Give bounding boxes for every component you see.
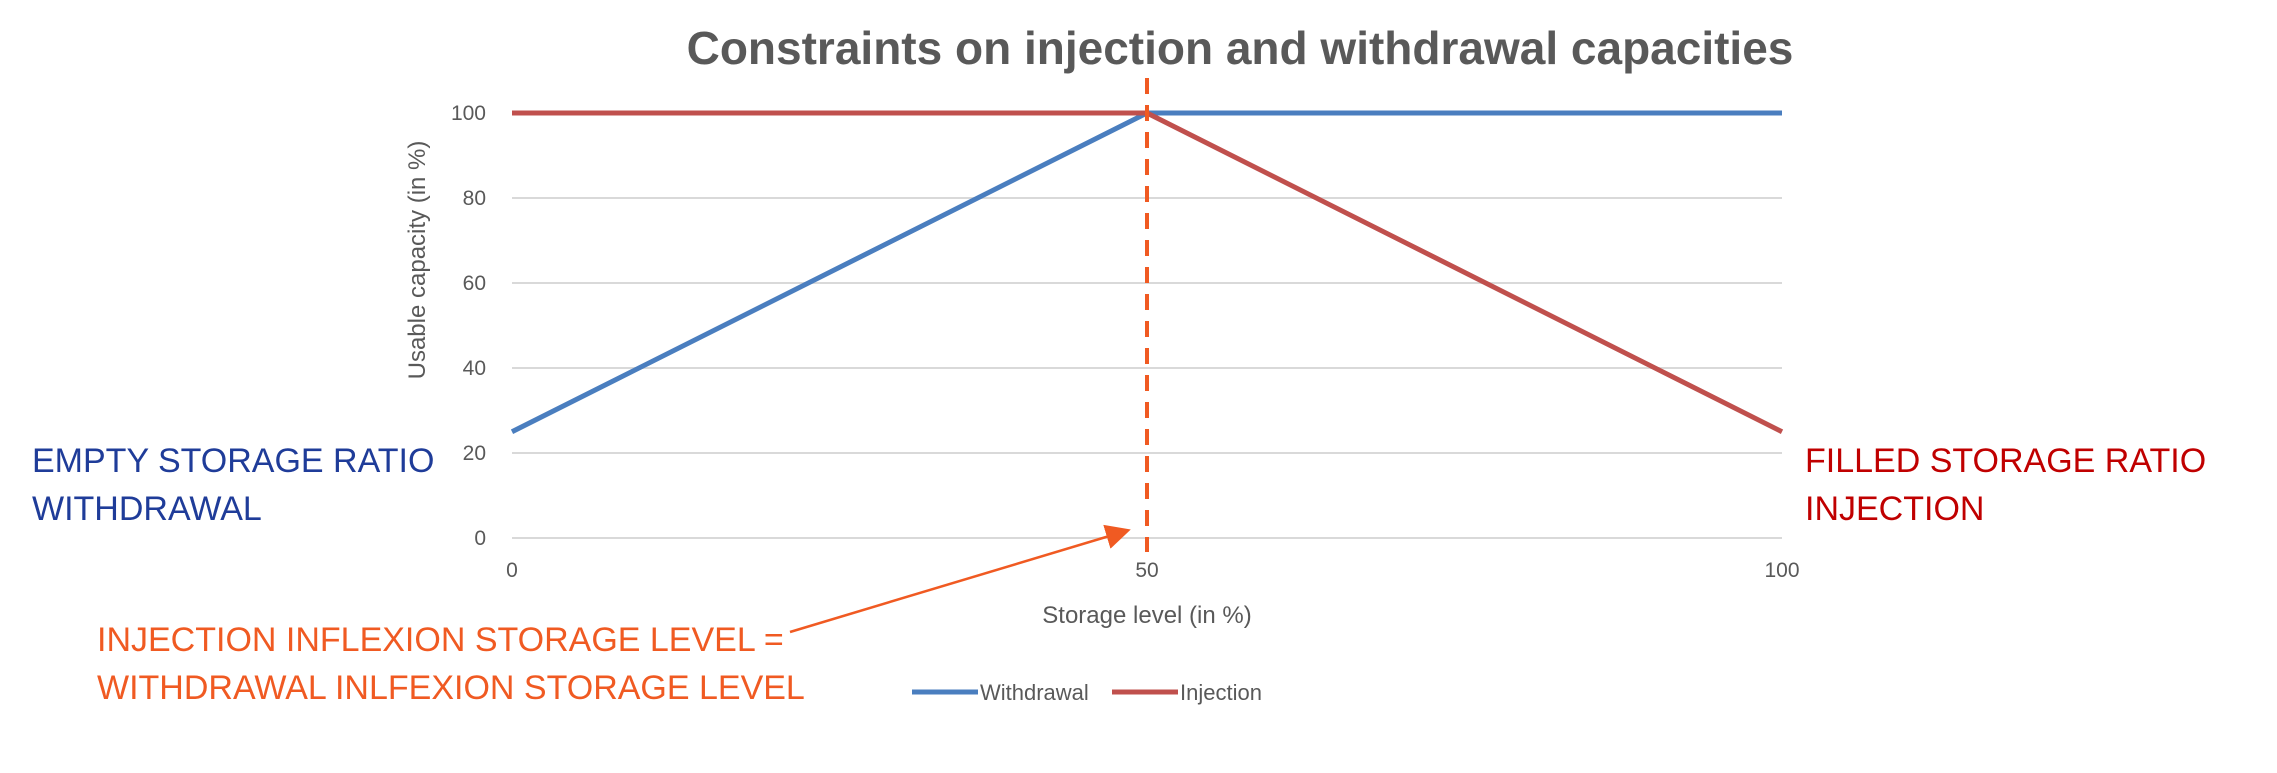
x-tick-label: 0 bbox=[506, 559, 518, 582]
legend-label-injection: Injection bbox=[1180, 680, 1262, 705]
y-tick-label: 20 bbox=[463, 442, 486, 465]
annotation-left-line2: WITHDRAWAL bbox=[32, 490, 262, 528]
annotation-bottom-line2: WITHDRAWAL INLFEXION STORAGE LEVEL bbox=[97, 669, 805, 707]
x-tick-label: 100 bbox=[1764, 559, 1799, 582]
annotation-empty-storage: EMPTY STORAGE RATIO WITHDRAWAL bbox=[32, 442, 434, 528]
legend: Withdrawal Injection bbox=[912, 680, 1262, 705]
y-tick-label: 40 bbox=[463, 357, 486, 380]
chart-title: Constraints on injection and withdrawal … bbox=[687, 22, 1794, 74]
x-ticks: 0 50 100 bbox=[506, 559, 1799, 582]
y-tick-label: 80 bbox=[463, 187, 486, 210]
x-axis-label: Storage level (in %) bbox=[1042, 602, 1251, 629]
annotation-arrow bbox=[789, 524, 1131, 634]
y-tick-label: 60 bbox=[463, 272, 486, 295]
y-ticks: 0 20 40 60 80 100 bbox=[451, 102, 486, 550]
y-tick-label: 100 bbox=[451, 102, 486, 125]
annotation-bottom-line1: INJECTION INFLEXION STORAGE LEVEL = bbox=[97, 621, 784, 659]
x-tick-label: 50 bbox=[1135, 559, 1158, 582]
y-tick-label: 0 bbox=[474, 527, 486, 550]
annotation-right-line2: INJECTION bbox=[1805, 490, 1984, 528]
legend-label-withdrawal: Withdrawal bbox=[980, 680, 1089, 705]
annotation-right-line1: FILLED STORAGE RATIO bbox=[1805, 442, 2206, 480]
annotation-filled-storage: FILLED STORAGE RATIO INJECTION bbox=[1805, 442, 2206, 528]
annotation-left-line1: EMPTY STORAGE RATIO bbox=[32, 442, 434, 480]
annotation-inflexion: INJECTION INFLEXION STORAGE LEVEL = WITH… bbox=[97, 524, 1131, 707]
y-axis-label: Usable capacity (in %) bbox=[404, 141, 431, 380]
